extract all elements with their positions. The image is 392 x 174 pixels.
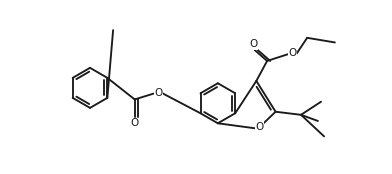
Text: O: O [255, 122, 263, 132]
Text: O: O [154, 88, 163, 98]
Text: O: O [289, 48, 297, 58]
Text: O: O [131, 118, 139, 128]
Text: O: O [249, 39, 258, 49]
